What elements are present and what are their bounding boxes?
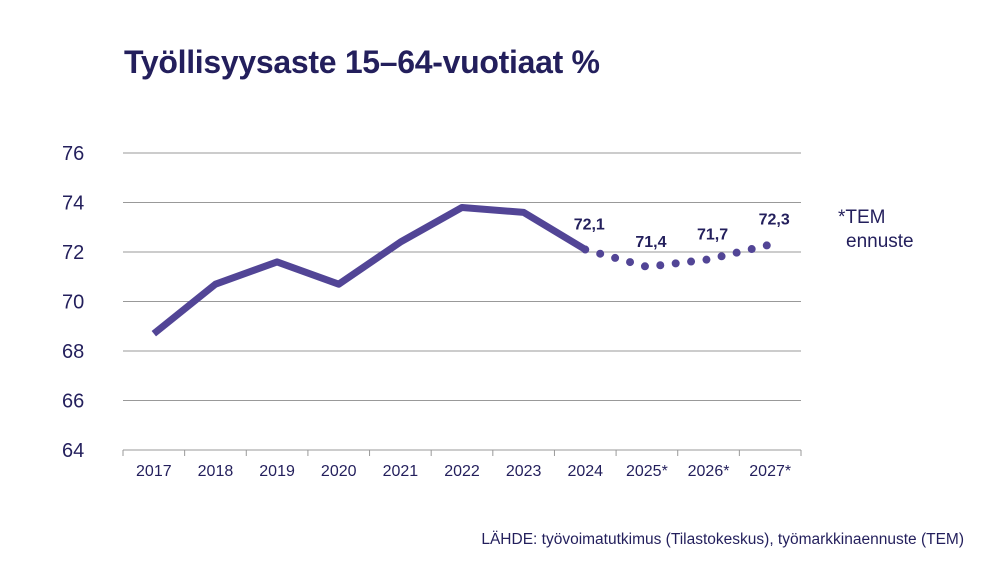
x-tick-label: 2020 <box>321 463 357 480</box>
chart-title: Työllisyysaste 15–64-vuotiaat % <box>124 44 600 80</box>
forecast-note-line2: ennuste <box>846 231 914 252</box>
x-tick-label: 2024 <box>567 463 603 480</box>
x-tick-label: 2023 <box>506 463 542 480</box>
data-label: 72,3 <box>759 212 790 229</box>
y-tick-label: 68 <box>62 341 84 363</box>
actual-series-line <box>151 203 588 337</box>
source-text: LÄHDE: työvoimatutkimus (Tilastokeskus),… <box>481 531 964 548</box>
y-tick-label: 74 <box>62 193 84 215</box>
y-tick-label: 70 <box>62 292 84 314</box>
x-tick-label: 2021 <box>383 463 419 480</box>
x-tick-label: 2025* <box>626 463 668 480</box>
y-tick-label: 72 <box>62 242 84 264</box>
y-tick-label: 76 <box>62 143 84 165</box>
y-tick-label: 64 <box>62 440 84 462</box>
data-label: 71,7 <box>697 226 728 243</box>
x-tick-label: 2022 <box>444 463 480 480</box>
y-tick-label: 66 <box>62 391 84 413</box>
x-tick-label: 2018 <box>198 463 234 480</box>
forecast-note: *TEM ennuste <box>838 206 914 254</box>
data-label: 72,1 <box>574 217 605 234</box>
data-label: 71,4 <box>635 234 666 251</box>
forecast-note-line1: *TEM <box>838 207 886 228</box>
x-tick-label: 2017 <box>136 463 172 480</box>
forecast-series-line <box>581 240 775 271</box>
x-tick-label: 2019 <box>259 463 295 480</box>
x-tick-label: 2027* <box>749 463 791 480</box>
x-tick-label: 2026* <box>688 463 730 480</box>
